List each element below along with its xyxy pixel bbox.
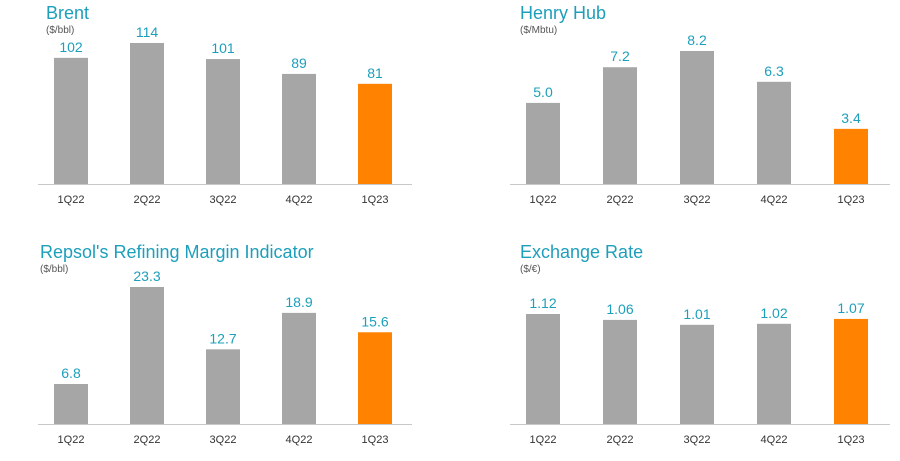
brent-bar-4q22 — [282, 73, 316, 184]
exchange-rate-bar-1q23 — [834, 318, 868, 424]
exchange-rate-bar-1q22 — [526, 314, 560, 424]
henry-hub-bar-3q22 — [680, 51, 714, 184]
brent-value-label-1q22: 102 — [59, 39, 83, 55]
henry-hub-bar-2q22 — [603, 67, 637, 184]
henry-hub-value-label-4q22: 6.3 — [764, 63, 784, 79]
brent-value-label-2q22: 114 — [136, 24, 159, 40]
exchange-rate-chart: 1.12 1Q22 1.06 2Q22 1.01 3Q22 1.02 4Q22 1.07 1Q23 — [510, 295, 890, 446]
refining-margin-title: Repsol's Refining Margin Indicator — [40, 242, 314, 262]
henry-hub-unit: ($/Mbtu) — [520, 25, 558, 36]
brent-title: Brent — [46, 3, 90, 23]
henry-hub-bar-4q22 — [757, 81, 791, 184]
henry-hub-title: Henry Hub — [520, 3, 607, 23]
brent-bar-1q22 — [54, 57, 88, 185]
exchange-rate-unit: ($/€) — [520, 264, 541, 275]
henry-hub-value-label-1q23: 3.4 — [841, 110, 861, 126]
brent-unit: ($/bbl) — [46, 25, 75, 36]
repsol-s-refining-margin-indicator-value-label-3q22: 12.7 — [209, 330, 236, 346]
henry-hub-value-label-2q22: 7.2 — [610, 48, 630, 64]
repsol-s-refining-margin-indicator-value-label-2q22: 23.3 — [133, 268, 160, 284]
henry-hub-panel: Henry Hub ($/Mbtu) 5.0 1Q22 7.2 2Q22 8.2 3Q22… — [510, 3, 900, 213]
exchange-rate-bar-4q22 — [757, 323, 791, 424]
repsol-s-refining-margin-indicator-tick-label-3q22: 3Q22 — [210, 434, 237, 446]
exchange-rate-title: Exchange Rate — [520, 242, 644, 262]
exchange-rate-tick-label-1q22: 1Q22 — [530, 434, 557, 446]
refining-margin-unit: ($/bbl) — [40, 264, 69, 275]
exchange-rate-value-label-2q22: 1.06 — [606, 301, 633, 317]
exchange-rate-tick-label-1q23: 1Q23 — [838, 434, 865, 446]
repsol-s-refining-margin-indicator-tick-label-1q23: 1Q23 — [362, 434, 389, 446]
henry-hub-bar-1q23 — [834, 128, 868, 184]
brent-value-label-3q22: 101 — [211, 40, 235, 56]
exchange-rate-tick-label-4q22: 4Q22 — [761, 434, 788, 446]
brent-chart: 102 1Q22 114 2Q22 101 3Q22 89 4Q22 81 1Q23 — [38, 24, 412, 206]
brent-bar-1q23 — [358, 83, 392, 184]
repsol-s-refining-margin-indicator-bar-2q22 — [130, 287, 164, 424]
henry-hub-tick-label-3q22: 3Q22 — [684, 194, 711, 206]
henry-hub-tick-label-1q23: 1Q23 — [838, 194, 865, 206]
exchange-rate-value-label-1q23: 1.07 — [837, 300, 864, 316]
repsol-s-refining-margin-indicator-value-label-1q23: 15.6 — [361, 313, 388, 329]
repsol-s-refining-margin-indicator-bar-3q22 — [206, 349, 240, 424]
repsol-s-refining-margin-indicator-tick-label-4q22: 4Q22 — [286, 434, 313, 446]
henry-hub-value-label-1q22: 5.0 — [533, 84, 553, 100]
exchange-rate-bar-2q22 — [603, 319, 637, 424]
brent-tick-label-2q22: 2Q22 — [134, 194, 161, 206]
refining-margin-chart: 6.8 1Q22 23.3 2Q22 12.7 3Q22 18.9 4Q22 15.6 1Q23 — [38, 268, 412, 446]
exchange-rate-tick-label-2q22: 2Q22 — [607, 434, 634, 446]
exchange-rate-value-label-4q22: 1.02 — [760, 305, 787, 321]
henry-hub-value-label-3q22: 8.2 — [687, 32, 707, 48]
exchange-rate-tick-label-3q22: 3Q22 — [684, 434, 711, 446]
brent-bar-3q22 — [206, 59, 240, 184]
brent-bar-2q22 — [130, 43, 164, 184]
exchange-rate-value-label-1q22: 1.12 — [529, 295, 556, 311]
brent-value-label-1q23: 81 — [367, 65, 383, 81]
exchange-rate-bar-3q22 — [680, 324, 714, 424]
henry-hub-tick-label-2q22: 2Q22 — [607, 194, 634, 206]
brent-tick-label-3q22: 3Q22 — [210, 194, 237, 206]
brent-panel: Brent ($/bbl) 102 1Q22 114 2Q22 101 3Q22 89 4Q2… — [38, 3, 426, 213]
henry-hub-bar-1q22 — [526, 102, 560, 184]
repsol-s-refining-margin-indicator-bar-4q22 — [282, 312, 316, 424]
brent-tick-label-1q22: 1Q22 — [58, 194, 85, 206]
henry-hub-tick-label-1q22: 1Q22 — [530, 194, 557, 206]
refining-margin-panel: Repsol's Refining Margin Indicator ($/bb… — [38, 242, 430, 457]
repsol-s-refining-margin-indicator-tick-label-1q22: 1Q22 — [58, 434, 85, 446]
henry-hub-chart: 5.0 1Q22 7.2 2Q22 8.2 3Q22 6.3 4Q22 3.4 1Q23 — [510, 32, 890, 206]
henry-hub-tick-label-4q22: 4Q22 — [761, 194, 788, 206]
brent-tick-label-1q23: 1Q23 — [362, 194, 389, 206]
repsol-s-refining-margin-indicator-bar-1q23 — [358, 332, 392, 424]
repsol-s-refining-margin-indicator-value-label-1q22: 6.8 — [61, 365, 81, 381]
brent-tick-label-4q22: 4Q22 — [286, 194, 313, 206]
repsol-s-refining-margin-indicator-bar-1q22 — [54, 384, 88, 424]
repsol-s-refining-margin-indicator-value-label-4q22: 18.9 — [285, 294, 312, 310]
repsol-s-refining-margin-indicator-tick-label-2q22: 2Q22 — [134, 434, 161, 446]
exchange-rate-panel: Exchange Rate ($/€) 1.12 1Q22 1.06 2Q22 1.01… — [510, 242, 900, 457]
brent-value-label-4q22: 89 — [291, 55, 307, 71]
exchange-rate-value-label-3q22: 1.01 — [683, 306, 710, 322]
